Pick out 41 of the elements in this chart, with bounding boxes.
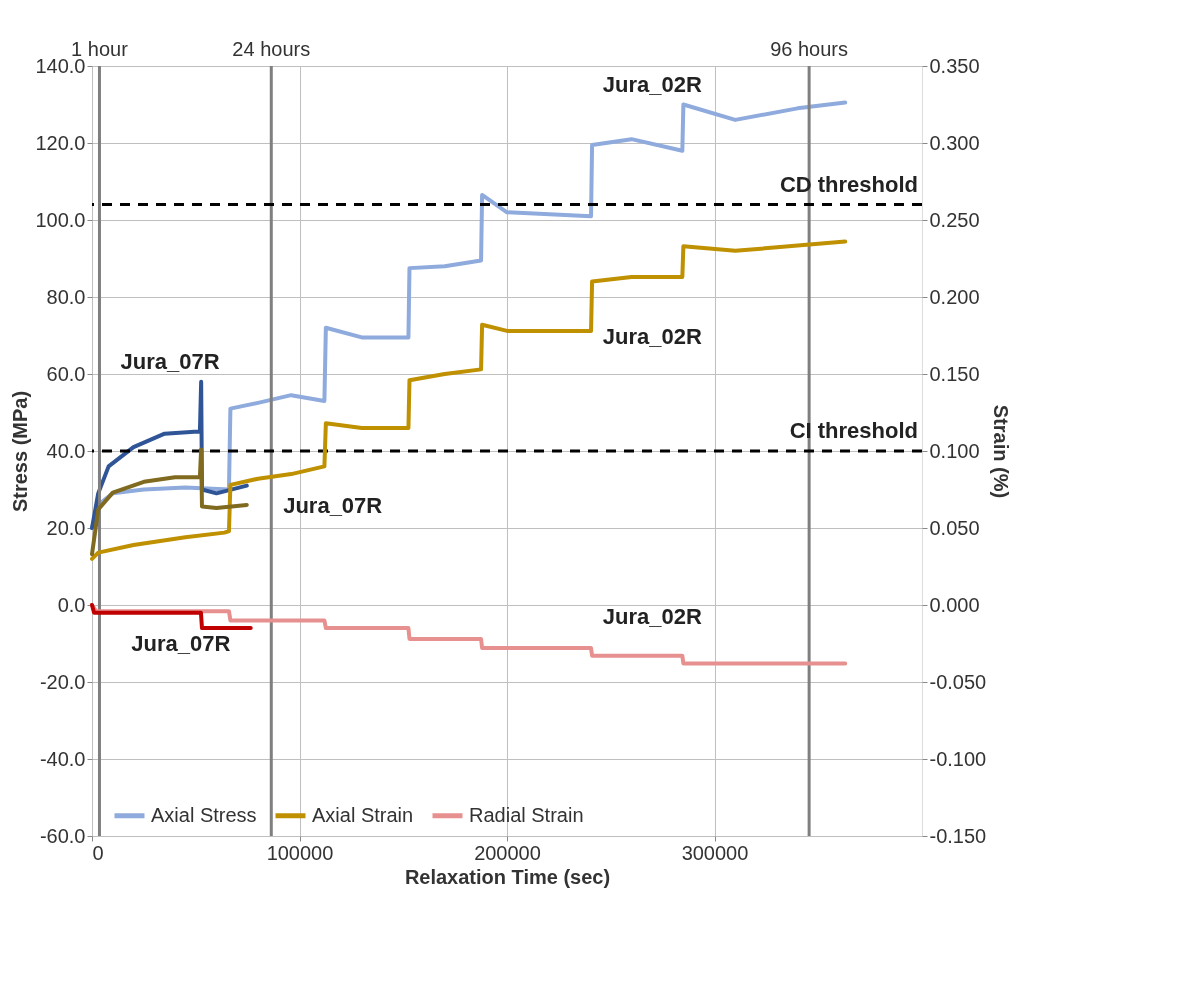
legend-label: Radial Strain (469, 803, 584, 826)
annotation: Jura_07R (283, 493, 383, 519)
y-tick-label: -20.0 (39, 670, 86, 693)
ref-line-label: 24 hours (232, 38, 311, 60)
y-tick-label: -40.0 (39, 747, 86, 770)
y-axis-title: Stress (MPa) (9, 390, 32, 513)
y-tick-label: 20.0 (46, 516, 86, 539)
x-tick-label: 100000 (266, 841, 334, 864)
y2-tick-label: 0.200 (929, 285, 980, 308)
y-tick-label: 60.0 (46, 362, 86, 385)
y-tick-label: 100.0 (35, 208, 86, 231)
legend-label: Axial Stress (151, 803, 257, 826)
y2-tick-label: 0.050 (929, 516, 980, 539)
y-tick-label: 120.0 (35, 131, 86, 154)
y2-tick-label: 0.300 (929, 131, 980, 154)
y-tick-label: -60.0 (39, 824, 86, 847)
x-tick-label: 0 (92, 841, 104, 864)
y2-tick-label: -0.050 (929, 670, 987, 693)
annotation: Jura_02R (602, 324, 702, 350)
y-tick-label: 80.0 (46, 285, 86, 308)
legend-label: Axial Strain (312, 803, 414, 826)
line-series (90, 447, 249, 557)
annotation: Jura_02R (602, 72, 702, 98)
y2-tick-label: -0.150 (929, 824, 987, 847)
y2-axis-title: Strain (%) (990, 404, 1013, 499)
ref-line-label: 1 hour (71, 38, 129, 60)
y2-tick-label: 0.100 (929, 439, 980, 462)
y2-tick-label: 0.250 (929, 208, 980, 231)
y2-tick-label: 0.150 (929, 362, 980, 385)
x-tick-label: 200000 (474, 841, 541, 864)
y-tick-label: 40.0 (46, 439, 86, 462)
x-tick-label: 300000 (681, 841, 749, 864)
y2-tick-label: 0.000 (929, 593, 980, 616)
x-axis-title: Relaxation Time (sec) (404, 865, 611, 888)
annotation: Jura_07R (131, 630, 231, 656)
ref-line-label: 96 hours (770, 38, 849, 60)
y2-tick-label: -0.100 (929, 747, 987, 770)
annotation: Jura_02R (602, 603, 702, 629)
annotation: Jura_07R (120, 349, 220, 375)
y2-tick-label: 0.350 (929, 54, 980, 77)
y-tick-label: 0.0 (57, 593, 86, 616)
